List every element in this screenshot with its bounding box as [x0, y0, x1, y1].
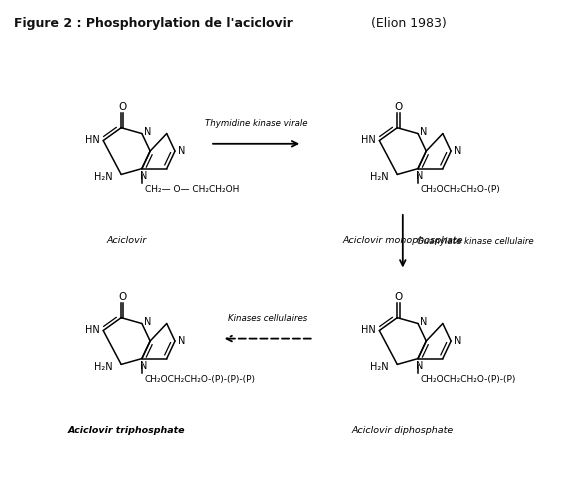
Text: CH₂OCH₂CH₂O-(P)-(P): CH₂OCH₂CH₂O-(P)-(P)	[421, 375, 516, 384]
Text: N: N	[454, 336, 461, 346]
Text: N: N	[416, 170, 423, 180]
Text: CH₂OCH₂CH₂O-(P): CH₂OCH₂CH₂O-(P)	[421, 185, 501, 194]
Text: O: O	[394, 292, 403, 302]
Text: Figure 2 : Phosphorylation de l'aciclovir: Figure 2 : Phosphorylation de l'aciclovi…	[15, 17, 294, 30]
Text: HN: HN	[361, 135, 376, 145]
Text: H₂N: H₂N	[370, 172, 389, 182]
Text: N: N	[140, 170, 147, 180]
Text: H₂N: H₂N	[94, 362, 113, 372]
Text: CH₂OCH₂CH₂O-(P)-(P)-(P): CH₂OCH₂CH₂O-(P)-(P)-(P)	[145, 375, 256, 384]
Text: HN: HN	[85, 325, 100, 334]
Text: Guanylate kinase cellulaire: Guanylate kinase cellulaire	[417, 237, 534, 246]
Text: Thymidine kinase virale: Thymidine kinase virale	[205, 119, 308, 128]
Text: O: O	[394, 101, 403, 112]
Text: Kinases cellulaires: Kinases cellulaires	[228, 314, 307, 323]
Text: N: N	[144, 317, 151, 327]
Text: Aciclovir diphosphate: Aciclovir diphosphate	[352, 426, 454, 435]
Text: N: N	[420, 127, 428, 137]
Text: N: N	[420, 317, 428, 327]
Text: N: N	[454, 146, 461, 156]
Text: Aciclovir monophosphate: Aciclovir monophosphate	[342, 237, 463, 246]
Text: H₂N: H₂N	[370, 362, 389, 372]
Text: Aciclovir: Aciclovir	[107, 237, 147, 246]
Text: HN: HN	[361, 325, 376, 334]
Text: N: N	[140, 360, 147, 371]
Text: N: N	[144, 127, 151, 137]
Text: N: N	[178, 336, 185, 346]
Text: O: O	[118, 101, 126, 112]
Text: O: O	[118, 292, 126, 302]
Text: CH₂— O— CH₂CH₂OH: CH₂— O— CH₂CH₂OH	[145, 185, 239, 194]
Text: N: N	[178, 146, 185, 156]
Text: Aciclovir triphosphate: Aciclovir triphosphate	[68, 426, 185, 435]
Text: HN: HN	[85, 135, 100, 145]
Text: (Elion 1983): (Elion 1983)	[367, 17, 447, 30]
Text: H₂N: H₂N	[94, 172, 113, 182]
Text: N: N	[416, 360, 423, 371]
